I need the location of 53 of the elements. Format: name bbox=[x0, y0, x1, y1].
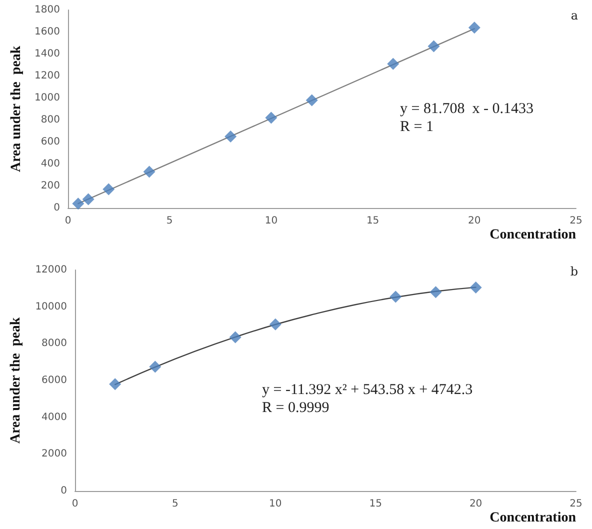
y-axis-title: Area under the peak bbox=[9, 46, 24, 172]
point bbox=[387, 58, 400, 70]
y-tick-label: 4000 bbox=[42, 412, 67, 423]
point bbox=[109, 378, 122, 390]
y-tick-label: 1600 bbox=[34, 26, 60, 38]
point bbox=[149, 360, 162, 373]
point bbox=[143, 166, 156, 178]
y-axis-title: Area under the peak bbox=[8, 317, 24, 444]
point bbox=[306, 94, 318, 106]
annotation: a bbox=[570, 8, 578, 22]
point bbox=[102, 183, 115, 196]
point bbox=[430, 286, 442, 298]
y-tick-label: 10000 bbox=[35, 301, 67, 312]
x-tick-label: 20 bbox=[469, 498, 482, 510]
point bbox=[428, 40, 440, 52]
point bbox=[269, 318, 282, 330]
point bbox=[82, 193, 94, 206]
x-axis-title: Concentration bbox=[490, 228, 576, 242]
y-tick-label: 600 bbox=[40, 136, 60, 148]
y-tick-label: 1800 bbox=[34, 4, 60, 16]
y-tick-label: 0 bbox=[54, 202, 60, 214]
y-tick-label: 200 bbox=[40, 180, 60, 192]
x-tick-label: 5 bbox=[172, 498, 178, 510]
x-tick-label: 5 bbox=[166, 216, 173, 226]
annotation: b bbox=[570, 264, 578, 278]
point bbox=[72, 198, 84, 210]
point bbox=[468, 22, 480, 34]
y-tick-label: 0 bbox=[60, 486, 67, 496]
annotation: y = 81.708 x - 0.1433 R = 1 bbox=[400, 101, 534, 135]
x-tick-label: 20 bbox=[468, 216, 481, 226]
point bbox=[229, 331, 242, 344]
y-tick-label: 800 bbox=[40, 114, 60, 126]
x-tick-label: 0 bbox=[72, 498, 78, 510]
point bbox=[224, 130, 237, 142]
y-tick-label: 400 bbox=[40, 158, 60, 170]
y-tick-label: 2000 bbox=[42, 448, 67, 460]
x-tick-label: 15 bbox=[369, 498, 382, 510]
x-tick-label: 10 bbox=[264, 216, 278, 226]
y-tick-label: 1400 bbox=[34, 48, 60, 60]
x-tick-label: 15 bbox=[366, 216, 380, 226]
point bbox=[265, 112, 278, 124]
y-tick-label: 1200 bbox=[34, 70, 60, 82]
y-tick-label: 12000 bbox=[35, 264, 67, 276]
point bbox=[390, 290, 402, 303]
x-axis-title: Concentration bbox=[490, 510, 576, 526]
y-tick-label: 8000 bbox=[42, 338, 67, 350]
annotation: y = -11.392 x² + 543.58 x + 4742.3 R = 0.9999 bbox=[262, 382, 473, 416]
x-tick-label: 25 bbox=[570, 498, 582, 510]
x-tick-label: 25 bbox=[570, 216, 582, 226]
y-tick-label: 6000 bbox=[42, 375, 67, 386]
y-tick-label: 1000 bbox=[34, 92, 60, 104]
point bbox=[470, 281, 482, 294]
x-tick-label: 10 bbox=[269, 498, 282, 510]
